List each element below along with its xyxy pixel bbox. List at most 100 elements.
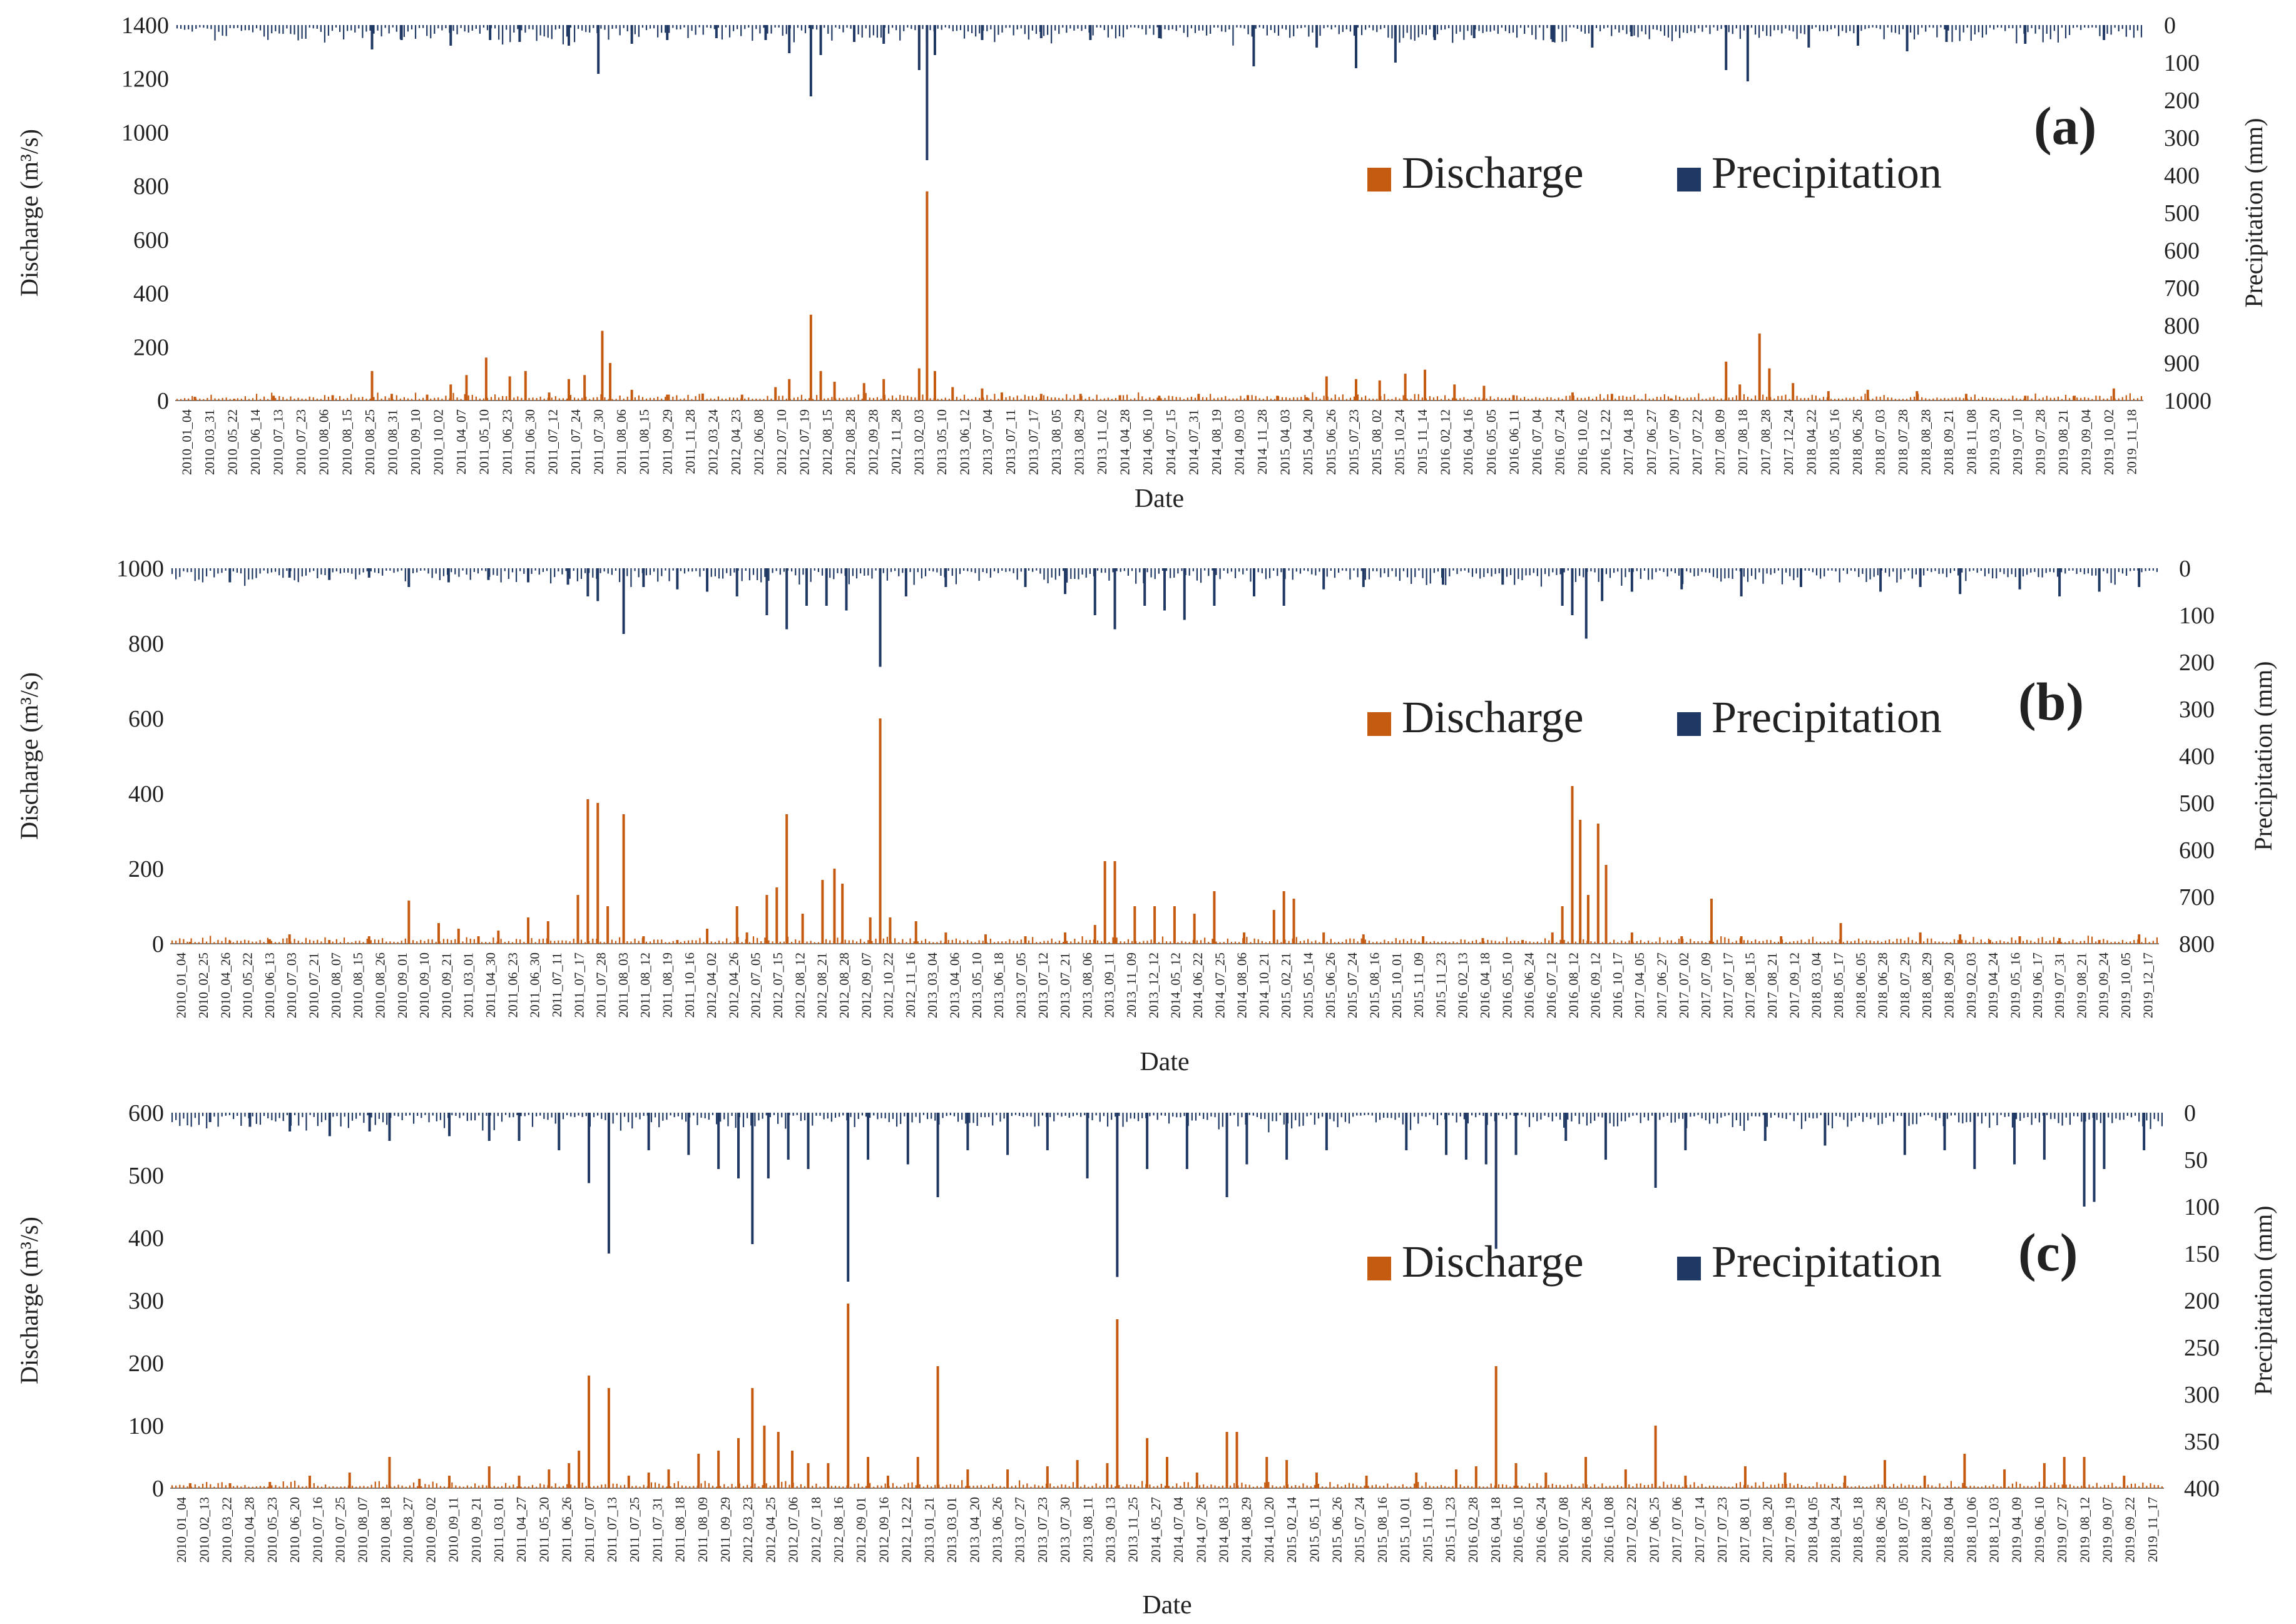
date-tick-label: 2017_07_17 (1720, 952, 1735, 1018)
date-tick-label: 2015_11_23 (1433, 952, 1448, 1018)
date-tick-label: 2013_06_12 (957, 409, 972, 475)
chart-panel-0: 0 200 400 600 800 1000 1200 1400 0 100 200 300 400 50… (15, 13, 2268, 513)
date-tick-label: 2017_06_25 (1646, 1497, 1661, 1563)
chart-legend: Discharge Precipitation (1367, 1237, 1942, 1287)
right-tick-label: 700 (2164, 275, 2200, 302)
left-tick-label: 800 (133, 173, 169, 200)
right-tick-label: 400 (2164, 163, 2200, 189)
date-tick-label: 2017_08_15 (1743, 952, 1758, 1018)
left-tick-label: 400 (128, 781, 164, 807)
left-tick-label: 300 (128, 1288, 164, 1314)
legend-swatch-precipitation (1677, 712, 1701, 736)
date-tick-label: 2018_07_29 (1897, 952, 1912, 1018)
date-tick-label: 2013_08_05 (1049, 409, 1064, 475)
date-tick-label: 2015_08_16 (1375, 1497, 1390, 1563)
date-tick-label: 2019_06_10 (2032, 1497, 2047, 1563)
date-tick-label: 2016_10_08 (1601, 1497, 1616, 1563)
date-tick-label: 2019_07_31 (2052, 952, 2067, 1018)
date-tick-label: 2013_11_09 (1124, 952, 1139, 1018)
date-tick-label: 2017_06_27 (1655, 952, 1670, 1018)
date-tick-label: 2015_10_01 (1389, 952, 1404, 1018)
date-tick-label: 2018_06_26 (1850, 409, 1865, 475)
x-axis-title: Date (1140, 1048, 1189, 1076)
date-tick-label: 2012_04_23 (728, 409, 743, 475)
date-tick-label: 2010_03_22 (220, 1497, 235, 1563)
date-tick-label: 2017_12_24 (1781, 409, 1796, 476)
date-tick-label: 2016_08_12 (1566, 952, 1581, 1018)
date-tick-label: 2017_07_02 (1676, 952, 1691, 1018)
date-tick-label: 2019_11_18 (2125, 409, 2140, 474)
date-tick-label: 2019_07_27 (2054, 1497, 2069, 1563)
right-tick-label: 150 (2184, 1241, 2220, 1267)
date-tick-label: 2010_07_25 (333, 1497, 348, 1563)
date-tick-label: 2015_11_09 (1420, 1497, 1435, 1562)
date-tick-label: 2015_05_14 (1301, 952, 1316, 1019)
right-tick-label: 600 (2164, 238, 2200, 264)
left-axis-title: Discharge (m³/s) (15, 672, 43, 840)
date-tick-label: 2010_01_04 (174, 1497, 189, 1563)
right-tick-label: 200 (2179, 650, 2215, 676)
date-tick-label: 2011_07_24 (568, 409, 583, 475)
chart-panel-1: 0 200 400 600 800 1000 0 100 200 300 400 500 600 700 8… (15, 556, 2277, 1076)
date-tick-label: 2015_11_23 (1443, 1497, 1458, 1562)
right-tick-label: 300 (2179, 697, 2215, 723)
date-tick-label: 2014_07_15 (1163, 409, 1178, 475)
date-tick-label: 2013_09_13 (1103, 1497, 1118, 1563)
date-tick-label: 2014_08_06 (1235, 952, 1250, 1018)
x-axis-title: Date (1135, 484, 1184, 513)
date-tick-label: 2013_07_21 (1058, 952, 1073, 1018)
right-tick-label: 200 (2164, 88, 2200, 114)
right-axis-title: Precipitation (mm) (2249, 661, 2277, 850)
date-tick-label: 2018_09_20 (1942, 952, 1957, 1018)
date-tick-label: 2011_07_07 (582, 1497, 597, 1562)
date-tick-label: 2010_08_27 (401, 1497, 416, 1563)
date-tick-label: 2015_08_02 (1369, 409, 1384, 475)
date-tick-label: 2019_08_12 (2077, 1497, 2092, 1563)
date-tick-label: 2014_05_12 (1168, 952, 1183, 1018)
date-tick-label: 2013_11_25 (1126, 1497, 1141, 1562)
right-axis-title: Precipitation (mm) (2240, 118, 2268, 307)
left-axis-title: Discharge (m³/s) (15, 1217, 43, 1384)
date-tick-label: 2010_08_06 (317, 409, 332, 475)
date-tick-label: 2019_08_21 (2056, 409, 2071, 475)
date-tick-label: 2013_05_10 (934, 409, 949, 475)
left-tick-label: 1400 (121, 13, 169, 39)
right-tick-label: 100 (2184, 1194, 2220, 1220)
right-tick-label: 300 (2184, 1382, 2220, 1408)
date-tick-label: 2015_06_26 (1324, 409, 1339, 475)
date-tick-label: 2011_07_30 (591, 409, 606, 474)
date-tick-label: 2013_08_06 (1079, 952, 1094, 1018)
date-tick-label: 2010_09_02 (423, 1497, 438, 1563)
date-tick-label: 2012_09_07 (859, 952, 874, 1018)
date-tick-label: 2010_05_23 (265, 1497, 280, 1563)
date-tick-label: 2019_08_21 (2074, 952, 2089, 1018)
left-tick-label: 100 (128, 1413, 164, 1439)
date-tick-label: 2019_07_10 (2010, 409, 2025, 475)
date-tick-label: 2011_03_01 (491, 1497, 506, 1562)
date-tick-label: 2015_08_16 (1367, 952, 1382, 1018)
date-tick-label: 2012_07_10 (774, 409, 789, 475)
date-tick-label: 2011_11_28 (683, 409, 698, 474)
date-tick-label: 2011_07_25 (627, 1497, 642, 1562)
legend-swatch-precipitation (1677, 168, 1701, 192)
date-tick-label: 2018_08_28 (1919, 409, 1934, 475)
left-tick-label: 1000 (116, 556, 164, 582)
date-tick-label: 2019_09_24 (2096, 952, 2111, 1019)
legend-label-precipitation: Precipitation (1712, 148, 1942, 198)
date-tick-label: 2016_12_22 (1598, 409, 1613, 475)
date-tick-label: 2014_08_13 (1217, 1497, 1232, 1563)
date-tick-label: 2011_09_29 (660, 409, 675, 474)
date-tick-label: 2019_10_02 (2101, 409, 2116, 475)
left-tick-label: 200 (128, 1351, 164, 1377)
date-tick-label: 2011_05_20 (536, 1497, 551, 1562)
date-tick-label: 2015_04_03 (1278, 409, 1293, 475)
right-tick-label: 500 (2179, 790, 2215, 817)
date-tick-label: 2011_08_18 (673, 1497, 688, 1562)
date-tick-label: 2011_06_23 (499, 409, 514, 474)
right-tick-label: 0 (2184, 1100, 2196, 1126)
date-tick-label: 2014_08_19 (1209, 409, 1224, 475)
date-tick-label: 2013_07_23 (1035, 1497, 1050, 1563)
date-tick-label: 2010_08_07 (355, 1497, 370, 1563)
date-tick-label: 2010_04_26 (218, 952, 233, 1018)
date-tick-label: 2011_07_17 (571, 952, 586, 1018)
